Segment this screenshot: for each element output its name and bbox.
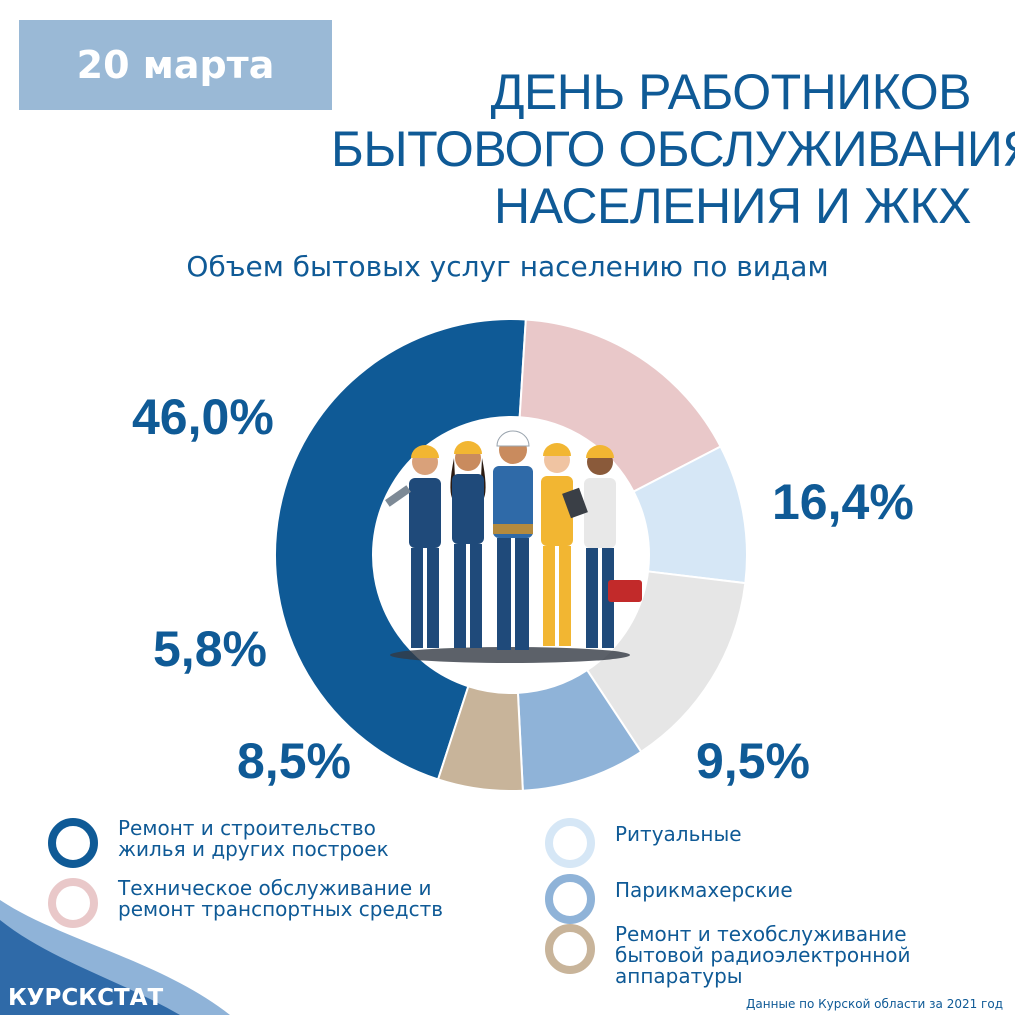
date-badge: 20 марта — [19, 20, 332, 110]
legend-item: Ремонт и техобслуживание бытовой радиоэл… — [545, 924, 975, 987]
pct-label-6: 5,8% — [153, 621, 267, 677]
pct-label-1: 46,0% — [132, 389, 274, 445]
legend-ring — [545, 818, 595, 868]
title-line-3: НАСЕЛЕНИЯ И ЖКХ — [494, 178, 972, 234]
legend-ring — [545, 874, 595, 924]
footer-wave — [0, 900, 230, 1015]
legend-ring — [48, 878, 98, 928]
worker-figure — [562, 445, 642, 648]
pct-label-5: 8,5% — [237, 733, 351, 789]
legend-label: Ритуальные — [615, 822, 742, 846]
worker-figure — [541, 443, 573, 646]
donut-slice-1 — [274, 318, 527, 781]
data-source: Данные по Курской области за 2021 год — [746, 997, 1003, 1011]
chart-title: Объем бытовых услуг населению по видам — [186, 250, 829, 283]
worker-figure — [493, 430, 533, 650]
brand-name: КУРСКСТАТ — [8, 985, 164, 1011]
donut-slice-6 — [436, 684, 524, 792]
legend-label: Ремонт и строительство жилья и других по… — [118, 816, 389, 861]
page-title: ДЕНЬ РАБОТНИКОВ БЫТОВОГО ОБСЛУЖИВАНИЯ НА… — [331, 64, 1015, 235]
legend-ring — [48, 818, 98, 868]
title-line-2: БЫТОВОГО ОБСЛУЖИВАНИЯ — [331, 121, 1015, 177]
legend-label: Ремонт и техобслуживание бытовой радиоэл… — [615, 922, 911, 988]
title-line-1: ДЕНЬ РАБОТНИКОВ — [490, 64, 972, 120]
legend-label: Парикмахерские — [615, 878, 793, 902]
workers-illustration — [385, 430, 642, 663]
legend-item: Парикмахерские — [545, 874, 975, 924]
legend-label: Техническое обслуживание и ремонт трансп… — [118, 876, 444, 921]
pct-label-3: 9,5% — [696, 733, 810, 789]
legend-ring — [545, 924, 595, 974]
legend-item: Ритуальные — [545, 818, 975, 868]
legend-item: Ремонт и строительство жилья и других по… — [48, 818, 448, 868]
worker-figure — [450, 441, 486, 648]
worker-figure — [385, 445, 441, 648]
legend-item: Техническое обслуживание и ремонт трансп… — [48, 878, 478, 928]
pct-label-2: 16,4% — [772, 474, 914, 530]
